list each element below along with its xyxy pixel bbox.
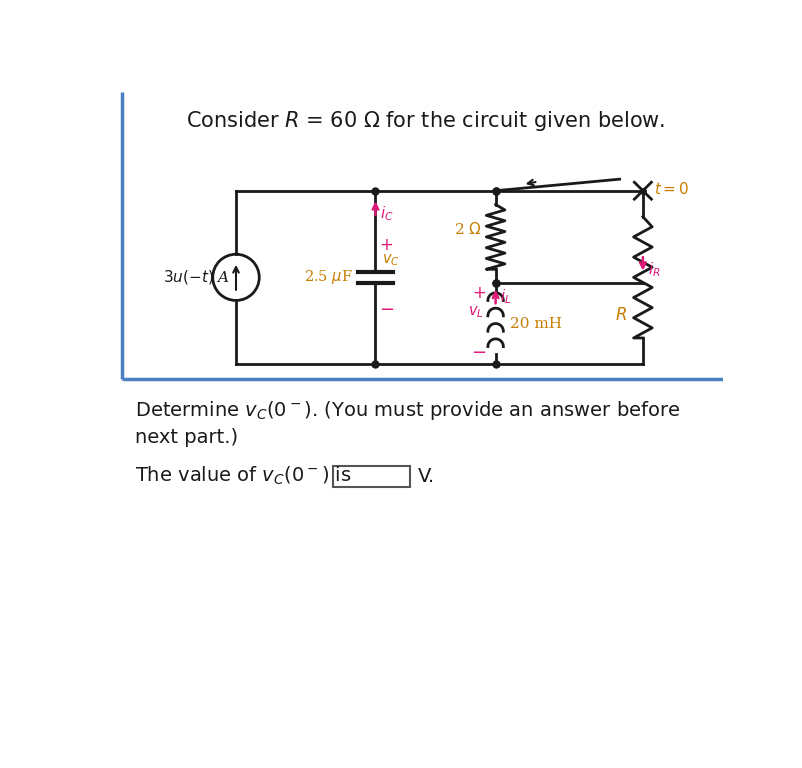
Text: $i_R$: $i_R$ [646,260,659,279]
FancyBboxPatch shape [333,465,410,487]
Text: $v_C$: $v_C$ [381,253,399,268]
Text: Determine $v_C(0^-)$. (You must provide an answer before: Determine $v_C(0^-)$. (You must provide … [135,399,680,422]
Text: next part.): next part.) [135,428,238,447]
Text: $3u(-t)$ A: $3u(-t)$ A [163,268,229,286]
Text: 2 $\Omega$: 2 $\Omega$ [453,221,481,237]
Text: +: + [472,283,486,302]
Text: $v_L$: $v_L$ [468,304,484,319]
Text: 20 mH: 20 mH [509,316,561,330]
Text: −: − [379,301,394,319]
Text: $i_L$: $i_L$ [500,287,511,306]
Text: +: + [379,236,393,254]
Text: 2.5 $\mu$F: 2.5 $\mu$F [303,268,352,286]
Text: The value of $v_C(0^-)$ is: The value of $v_C(0^-)$ is [135,465,351,487]
Text: −: − [471,344,486,362]
Text: $R$: $R$ [614,307,626,324]
Text: $t = 0$: $t = 0$ [654,181,689,197]
Text: V.: V. [418,467,435,486]
Text: $i_C$: $i_C$ [379,204,393,223]
Text: Consider $R$ = 60 Ω for the circuit given below.: Consider $R$ = 60 Ω for the circuit give… [186,109,665,134]
